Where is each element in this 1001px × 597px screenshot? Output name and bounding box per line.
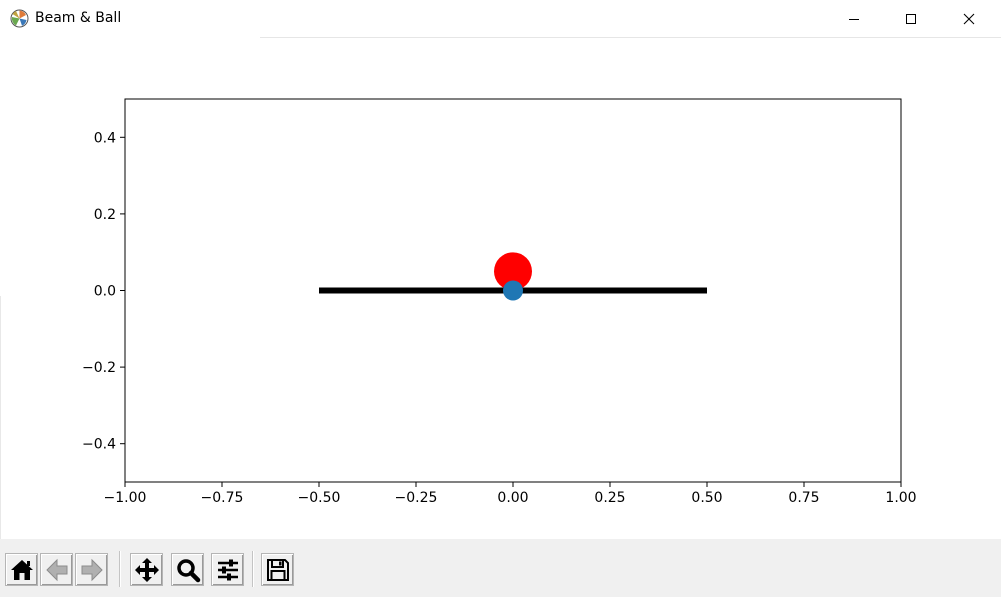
toolbar-separator — [119, 551, 121, 587]
pivot-marker — [503, 280, 523, 301]
save-button[interactable] — [261, 553, 294, 586]
y-tick-label: −0.4 — [82, 437, 116, 453]
minimize-icon — [849, 19, 859, 20]
pan-button[interactable] — [130, 553, 163, 586]
matplotlib-icon — [10, 9, 29, 28]
window-title: Beam & Ball — [35, 10, 122, 26]
home-button[interactable] — [5, 553, 38, 586]
y-tick-label: 0.2 — [94, 207, 116, 223]
x-tick-label: −1.00 — [104, 490, 147, 506]
close-icon — [963, 13, 975, 25]
toolbar-separator — [252, 551, 254, 587]
window-edge — [0, 296, 1, 539]
x-tick-label: 0.75 — [788, 490, 819, 506]
x-tick-label: −0.25 — [395, 490, 438, 506]
x-tick-label: 1.00 — [885, 490, 916, 506]
maximize-icon — [906, 14, 916, 24]
x-tick-label: 0.25 — [594, 490, 625, 506]
arrow-left-icon — [45, 558, 67, 581]
move-icon — [134, 557, 159, 582]
floppy-disk-icon — [266, 558, 289, 581]
y-tick-label: 0.4 — [94, 130, 116, 146]
title-bar-divider — [260, 37, 1001, 38]
plot-canvas[interactable]: −1.00 −0.75 −0.50 −0.25 0.00 0.25 0.50 0.75 1.00… — [0, 38, 1001, 538]
zoom-button[interactable] — [171, 553, 204, 586]
ball-marker — [494, 252, 532, 291]
sliders-icon — [217, 559, 238, 580]
x-tick-label: −0.50 — [298, 490, 341, 506]
maximize-button[interactable] — [882, 0, 940, 38]
subplots-button[interactable] — [211, 553, 244, 586]
forward-button[interactable] — [75, 553, 108, 586]
magnifier-icon — [176, 558, 200, 582]
navigation-toolbar — [0, 539, 1001, 597]
close-button[interactable] — [940, 0, 998, 38]
title-bar[interactable]: Beam & Ball — [0, 0, 1001, 38]
home-icon — [10, 559, 33, 580]
y-tick-label: 0.0 — [94, 284, 116, 300]
x-tick-label: 0.50 — [691, 490, 722, 506]
arrow-right-icon — [81, 558, 103, 581]
y-tick-label: −0.2 — [82, 360, 116, 376]
x-tick-label: −0.75 — [201, 490, 244, 506]
x-tick-label: 0.00 — [497, 490, 528, 506]
minimize-button[interactable] — [825, 0, 883, 38]
back-button[interactable] — [40, 553, 73, 586]
